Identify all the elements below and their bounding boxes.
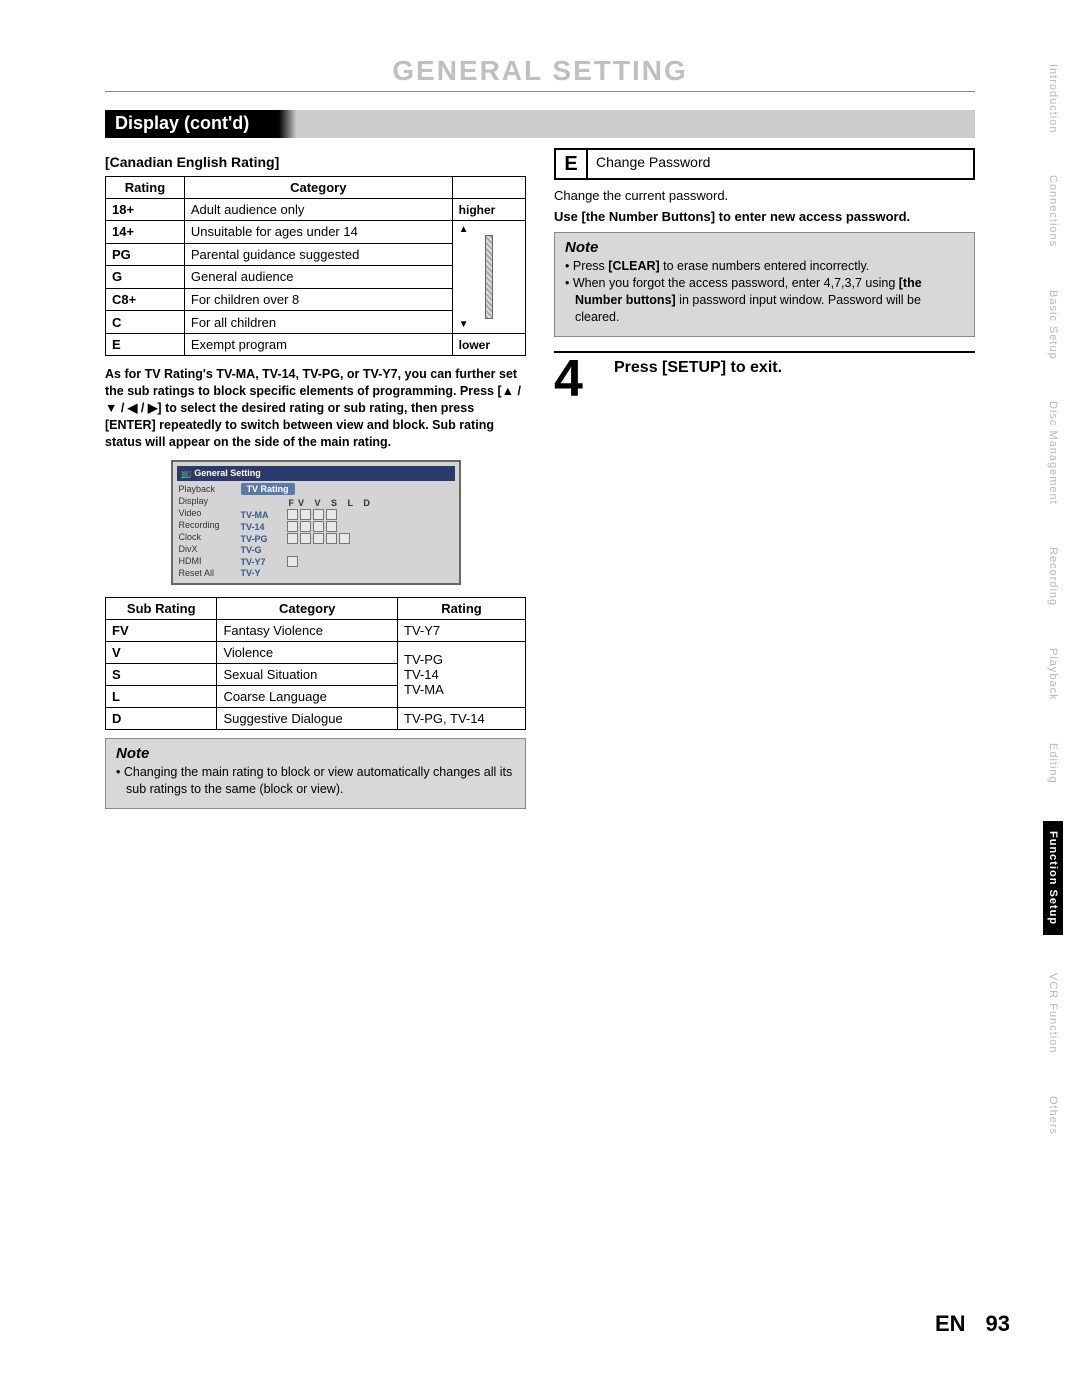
osd-menu-item: Recording (177, 519, 237, 531)
side-tab-playback: Playback (1045, 644, 1061, 705)
osd-rating-row: TV-PG (241, 533, 455, 544)
side-tabs: Introduction Connections Basic Setup Disc M… (1034, 60, 1072, 1139)
note-box-right: Note Press [CLEAR] to erase numbers ente… (554, 232, 975, 337)
table-header: Category (184, 177, 452, 199)
password-instruction: Use [the Number Buttons] to enter new ac… (554, 209, 975, 224)
osd-menu-item: HDMI (177, 555, 237, 567)
manual-page: GENERAL SETTING Display (cont'd) [Canadi… (105, 55, 975, 809)
table-header: Rating (398, 598, 526, 620)
osd-menu-item: Display (177, 495, 237, 507)
step-text: Press [SETUP] to exit. (614, 359, 782, 401)
side-tab-introduction: Introduction (1045, 60, 1061, 137)
section-header-bar: Display (cont'd) (105, 110, 975, 138)
side-tab-vcr-function: VCR Function (1045, 969, 1061, 1057)
side-tab-editing: Editing (1045, 739, 1061, 788)
side-tab-basic-setup: Basic Setup (1045, 286, 1061, 364)
section-letter: E (556, 150, 588, 178)
table-header: Sub Rating (106, 598, 217, 620)
step-4: 4 Press [SETUP] to exit. (554, 351, 975, 401)
note-title: Note (116, 745, 515, 762)
note-item: Press [CLEAR] to erase numbers entered i… (565, 258, 964, 275)
osd-menu-item: Video (177, 507, 237, 519)
instruction-paragraph: As for TV Rating's TV-MA, TV-14, TV-PG, … (105, 366, 526, 450)
canadian-rating-heading: [Canadian English Rating] (105, 154, 526, 170)
section-label: Change Password (588, 150, 973, 178)
side-tab-function-setup: Function Setup (1043, 821, 1063, 935)
note-item: When you forgot the access password, ent… (565, 275, 964, 326)
table-row: 14+Unsuitable for ages under 14 (106, 221, 526, 244)
table-header (452, 177, 525, 199)
osd-menu-item: Reset All (177, 567, 237, 579)
table-row: VViolenceTV-PG TV-14 TV-MA (106, 642, 526, 664)
page-number: EN 93 (935, 1311, 1010, 1337)
page-num-value: 93 (986, 1311, 1010, 1336)
osd-tab: TV Rating (241, 483, 295, 495)
osd-grid-area: TV Rating FV V S L DTV-MATV-14TV-PGTV-GT… (241, 483, 455, 579)
osd-rating-row: TV-Y (241, 568, 455, 578)
side-tab-recording: Recording (1045, 543, 1061, 610)
sub-rating-table: Sub Rating Category Rating FVFantasy Vio… (105, 597, 526, 730)
osd-menu-item: Clock (177, 531, 237, 543)
table-row: 18+Adult audience onlyhigher (106, 199, 526, 221)
section-header-text: Display (cont'd) (105, 110, 259, 137)
password-section-box: E Change Password (554, 148, 975, 180)
left-column: [Canadian English Rating] Rating Categor… (105, 148, 526, 809)
password-desc: Change the current password. (554, 188, 975, 203)
table-header: Category (217, 598, 398, 620)
osd-menu-item: Playback (177, 483, 237, 495)
right-column: E Change Password Change the current pas… (554, 148, 975, 809)
page-title: GENERAL SETTING (105, 55, 975, 92)
table-row: DSuggestive DialogueTV-PG, TV-14 (106, 708, 526, 730)
osd-rating-row: TV-14 (241, 521, 455, 532)
side-tab-connections: Connections (1045, 171, 1061, 251)
note-title: Note (565, 239, 964, 256)
canadian-rating-table: Rating Category 18+Adult audience onlyhi… (105, 176, 526, 356)
osd-screenshot: 📺 General Setting PlaybackDisplayVideoRe… (171, 460, 461, 585)
osd-title: 📺 General Setting (177, 466, 455, 481)
note-item: Changing the main rating to block or vie… (116, 764, 515, 798)
osd-side-menu: PlaybackDisplayVideoRecordingClockDivXHD… (177, 483, 237, 579)
step-number: 4 (554, 359, 602, 401)
osd-rating-row: TV-MA (241, 509, 455, 520)
table-row: EExempt programlower (106, 334, 526, 356)
table-row: FVFantasy ViolenceTV-Y7 (106, 620, 526, 642)
two-column-layout: [Canadian English Rating] Rating Categor… (105, 148, 975, 809)
table-header: Rating (106, 177, 185, 199)
side-tab-disc-management: Disc Management (1045, 397, 1061, 509)
osd-rating-row: TV-G (241, 545, 455, 555)
osd-menu-item: DivX (177, 543, 237, 555)
page-lang: EN (935, 1311, 966, 1336)
osd-rating-row: TV-Y7 (241, 556, 455, 567)
side-tab-others: Others (1045, 1092, 1061, 1139)
note-box-left: Note Changing the main rating to block o… (105, 738, 526, 809)
